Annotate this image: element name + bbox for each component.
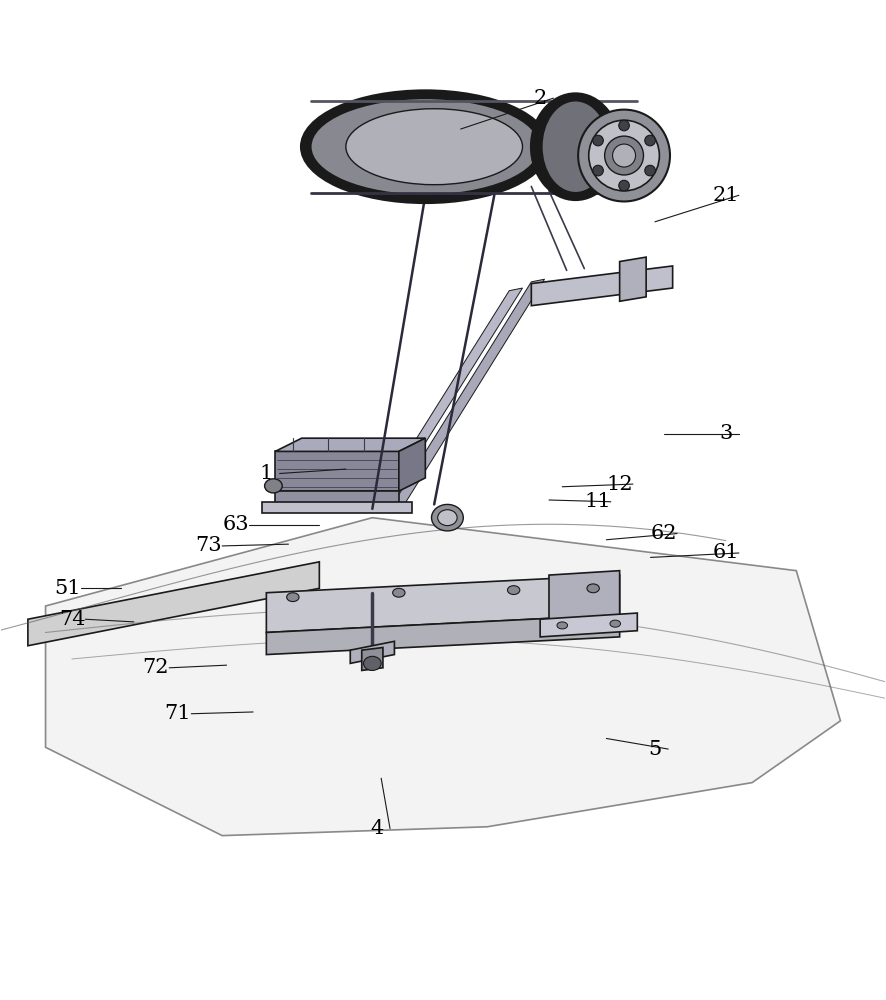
Ellipse shape	[604, 136, 643, 175]
Ellipse shape	[593, 165, 603, 176]
Ellipse shape	[645, 165, 656, 176]
Text: 4: 4	[370, 819, 384, 838]
Polygon shape	[390, 279, 545, 509]
Polygon shape	[540, 613, 637, 637]
Ellipse shape	[610, 620, 620, 627]
Text: 74: 74	[58, 610, 85, 629]
Polygon shape	[267, 575, 619, 632]
Ellipse shape	[612, 144, 635, 167]
Ellipse shape	[542, 101, 609, 193]
Polygon shape	[361, 647, 383, 670]
Text: 21: 21	[712, 186, 739, 205]
Ellipse shape	[287, 593, 299, 602]
Ellipse shape	[508, 586, 520, 595]
Polygon shape	[267, 615, 619, 655]
Text: 3: 3	[719, 424, 733, 443]
Text: 73: 73	[196, 536, 222, 555]
Text: 5: 5	[649, 740, 662, 759]
Polygon shape	[549, 571, 619, 628]
Polygon shape	[27, 562, 319, 646]
Ellipse shape	[265, 479, 283, 493]
Ellipse shape	[392, 588, 405, 597]
Text: 11: 11	[584, 492, 611, 511]
Ellipse shape	[587, 584, 599, 593]
Text: 72: 72	[143, 658, 169, 677]
Text: 63: 63	[222, 515, 249, 534]
Text: 62: 62	[650, 524, 677, 543]
Polygon shape	[45, 518, 841, 836]
Polygon shape	[372, 288, 523, 509]
Text: 71: 71	[165, 704, 191, 723]
Polygon shape	[276, 438, 425, 451]
Text: 51: 51	[54, 579, 81, 598]
Text: 12: 12	[606, 475, 633, 494]
Text: 1: 1	[260, 464, 273, 483]
Text: 61: 61	[712, 543, 739, 562]
Ellipse shape	[346, 109, 523, 185]
Polygon shape	[399, 438, 425, 491]
Ellipse shape	[618, 180, 629, 191]
Ellipse shape	[579, 110, 670, 201]
Ellipse shape	[302, 91, 549, 202]
Ellipse shape	[363, 656, 381, 670]
Text: 2: 2	[533, 89, 547, 108]
Ellipse shape	[310, 98, 540, 195]
Ellipse shape	[618, 120, 629, 131]
Polygon shape	[619, 257, 646, 301]
Ellipse shape	[431, 504, 463, 531]
Ellipse shape	[593, 135, 603, 146]
Polygon shape	[262, 502, 412, 513]
Ellipse shape	[557, 622, 568, 629]
Ellipse shape	[438, 510, 457, 526]
Ellipse shape	[532, 94, 619, 200]
Polygon shape	[350, 641, 394, 663]
Polygon shape	[276, 491, 399, 504]
Ellipse shape	[645, 135, 656, 146]
Polygon shape	[532, 266, 672, 306]
Ellipse shape	[588, 120, 659, 191]
Polygon shape	[276, 451, 399, 491]
